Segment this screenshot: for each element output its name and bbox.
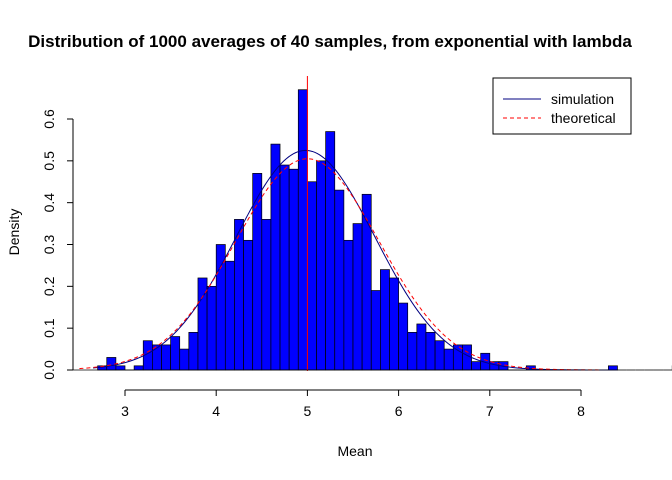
histogram-bar xyxy=(115,365,126,371)
x-tick-label: 4 xyxy=(212,403,220,419)
y-tick-label: 0.6 xyxy=(41,109,57,129)
histogram-bar xyxy=(215,244,226,371)
y-tick-label: 0.3 xyxy=(41,235,57,255)
histogram-bar xyxy=(380,269,390,371)
histogram-bar xyxy=(389,277,399,371)
x-axis: 3 4 5 6 7 8 xyxy=(121,389,585,419)
curves-group xyxy=(69,76,618,371)
histogram-bar xyxy=(608,365,618,371)
x-tick-label: 3 xyxy=(121,403,129,419)
histogram-bar xyxy=(370,290,381,371)
y-tick-label: 0.1 xyxy=(41,318,57,338)
x-tick-label: 6 xyxy=(395,403,403,419)
histogram-bar xyxy=(443,348,454,371)
y-tick-label: 0.2 xyxy=(41,276,57,296)
histogram-bar xyxy=(398,302,409,371)
legend: simulation theoretical xyxy=(492,77,632,135)
y-tick-label: 0.4 xyxy=(41,193,57,213)
chart-title: Distribution of 1000 averages of 40 samp… xyxy=(28,32,632,51)
histogram-bar xyxy=(261,219,272,371)
histogram-bar xyxy=(206,285,217,371)
y-tick-label: 0.5 xyxy=(41,151,57,171)
x-tick-label: 8 xyxy=(577,403,585,419)
histogram-bar xyxy=(407,332,418,371)
legend-simulation-label: simulation xyxy=(551,91,614,107)
histogram-bar xyxy=(434,340,445,371)
histogram-bar xyxy=(224,260,235,371)
histogram-bar xyxy=(288,168,299,371)
histogram-bar xyxy=(161,344,171,371)
y-axis: 0.0 0.1 0.2 0.3 0.4 0.5 0.6 xyxy=(41,109,74,380)
legend-theoretical-label: theoretical xyxy=(551,110,616,126)
histogram-bar xyxy=(279,164,290,371)
histogram-bar xyxy=(188,332,199,371)
x-axis-label: Mean xyxy=(337,443,372,459)
legend-box xyxy=(492,77,632,135)
histogram-bar xyxy=(133,365,144,371)
histogram-bar xyxy=(416,323,427,371)
histogram-bar xyxy=(170,336,181,371)
x-tick-label: 5 xyxy=(304,403,312,419)
y-axis-label: Density xyxy=(6,209,22,256)
histogram-bar xyxy=(307,181,317,371)
histogram-bar xyxy=(343,239,354,371)
histogram-bar xyxy=(425,332,436,371)
bars-group xyxy=(97,89,672,371)
histogram-bar xyxy=(316,160,326,371)
histogram-bar xyxy=(471,361,482,371)
histogram-bar xyxy=(179,348,190,371)
curve-theoretical xyxy=(79,158,600,371)
histogram-bar xyxy=(334,189,345,371)
histogram-bar xyxy=(243,239,254,371)
y-tick-label: 0.0 xyxy=(41,360,57,380)
histogram-bar xyxy=(297,89,308,371)
histogram-bar xyxy=(352,223,363,371)
x-tick-label: 7 xyxy=(486,403,494,419)
